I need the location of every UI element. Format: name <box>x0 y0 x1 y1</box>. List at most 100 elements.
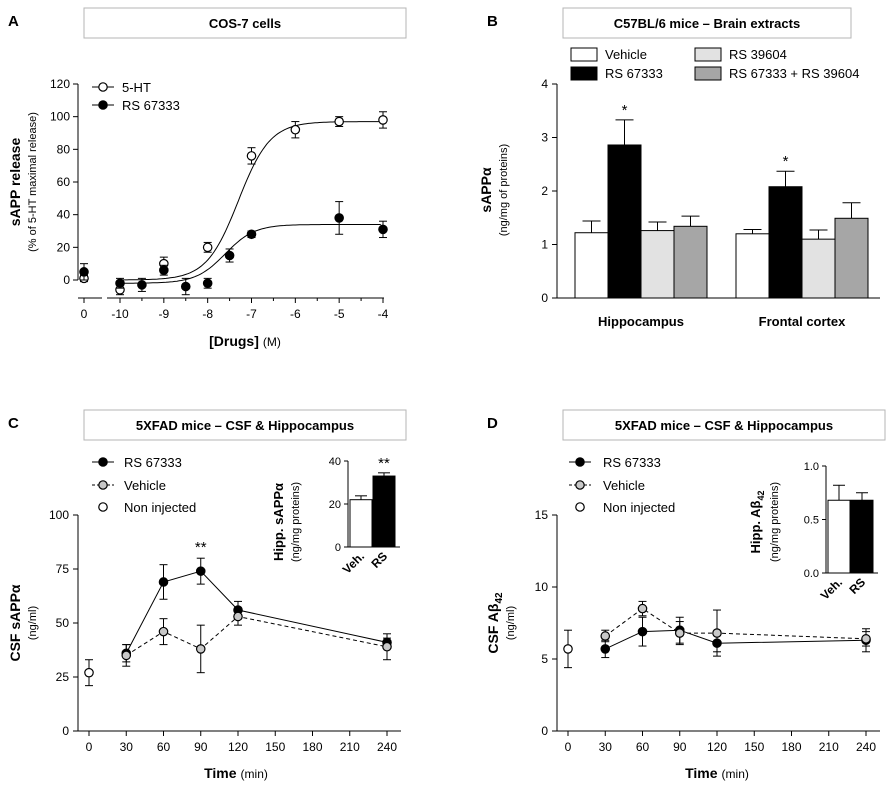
panel-d-ytick-label: 15 <box>535 508 549 522</box>
panel-b-ytick-label: 1 <box>541 238 548 252</box>
panel-d-ylabel-sub: (ng/ml) <box>505 606 517 640</box>
panel-a-point-5ht <box>202 242 213 253</box>
panel-d-point-vehicle <box>674 628 685 638</box>
panel-c-inset-ytick-label: 40 <box>329 456 341 468</box>
panel-a-xtick-label: -7 <box>246 307 257 321</box>
panel-a-title-box <box>83 7 407 39</box>
panel-b-bar <box>673 225 708 299</box>
panel-c-inset-bar <box>372 475 396 548</box>
legend-label-rs67333-c: RS 67333 <box>124 455 182 470</box>
panel-d-point-vehicle <box>712 628 722 638</box>
panel-a-fit-curve-5ht <box>120 121 381 281</box>
panel-letter-d: D <box>487 415 498 432</box>
panel-c-point-vehicle <box>382 641 392 652</box>
panel-a-ylabel: sAPP release <box>7 138 23 227</box>
panel-a: A COS-7 cells 0 20 40 60 80 100 120 0 -10 -9 -8 -7 -… <box>7 7 407 349</box>
panel-c-title: 5XFAD mice – CSF & Hippocampus <box>136 418 354 433</box>
legend-label-rs67333-b: RS 67333 <box>605 66 663 81</box>
panel-d-point-vehicle <box>600 631 611 641</box>
panel-a-point-rs67333 <box>137 280 147 290</box>
panel-a-ytick-label: 80 <box>57 142 71 156</box>
panel-a-point-rs67333 <box>334 213 344 223</box>
panel-c-ytick-label: 25 <box>56 670 70 684</box>
panel-d-xtick-label: 240 <box>856 740 876 754</box>
panel-a-xtick-label: -8 <box>202 307 213 321</box>
panel-b-title: C57BL/6 mice – Brain extracts <box>614 16 800 31</box>
panel-c-ylabel-sub: (ng/ml) <box>27 606 39 640</box>
panel-b-bar <box>801 238 836 299</box>
panel-d-xtick-label: 90 <box>673 740 687 754</box>
panel-c-inset-significance: ** <box>378 455 390 472</box>
panel-d: D 5XFAD mice – CSF & Hippocampus RS 6733… <box>485 409 886 781</box>
panel-b-title-box <box>562 7 852 39</box>
panel-a-xlabel: [Drugs] (M) <box>209 333 281 349</box>
panel-c-legend: RS 67333 Vehicle Non injected <box>92 455 196 515</box>
panel-a-xtick-label: -9 <box>158 307 169 321</box>
panel-b-ytick-label: 4 <box>541 77 548 91</box>
legend-label-5ht: 5-HT <box>122 80 151 95</box>
panel-a-point-rs67333 <box>115 278 125 289</box>
panel-b-legend: Vehicle RS 67333 RS 39604 RS 67333 + RS … <box>570 47 859 81</box>
panel-a-xtick-label: 0 <box>81 307 88 321</box>
legend-marker-rs67333 <box>98 100 108 110</box>
panel-b-bar <box>640 230 675 299</box>
panel-d-legend: RS 67333 Vehicle Non injected <box>569 455 675 515</box>
panel-a-xtick-label: -10 <box>111 307 129 321</box>
legend-label-vehicle-c: Vehicle <box>124 478 166 493</box>
panel-c-ytick-label: 75 <box>56 562 70 576</box>
panel-d-inset-ytick-label: 0.5 <box>804 515 819 527</box>
panel-d-inset-ytick-label: 0.0 <box>804 568 819 580</box>
legend-marker-rs67333-d <box>575 457 585 467</box>
panel-a-point-rs67333 <box>246 229 257 240</box>
panel-b-ytick-label: 0 <box>541 291 548 305</box>
panel-a-point-rs67333 <box>79 267 89 277</box>
panel-a-ytick-label: 20 <box>57 240 71 254</box>
panel-b: B C57BL/6 mice – Brain extracts Vehicle … <box>478 7 880 329</box>
panel-c-point-non-injected <box>84 667 94 678</box>
panel-c-point-vehicle <box>158 626 169 637</box>
panel-c-xtick-label: 180 <box>302 740 322 754</box>
panel-d-xtick-label: 60 <box>636 740 650 754</box>
panel-c-title-box <box>83 409 407 441</box>
panel-a-title: COS-7 cells <box>209 16 281 31</box>
panel-letter-a: A <box>8 13 19 30</box>
legend-marker-noninjected-d <box>575 502 585 512</box>
panel-b-bar <box>834 217 869 299</box>
panel-a-xtick-label: -5 <box>334 307 345 321</box>
panel-c-xtick-label: 150 <box>265 740 285 754</box>
panel-d-inset-ylabel: Hipp. Aβ42 <box>748 491 766 554</box>
legend-marker-rs67333-c <box>98 457 108 467</box>
panel-a-ytick-label: 100 <box>50 110 70 124</box>
panel-a-point-5ht <box>378 115 388 125</box>
panel-d-point-rs-67333 <box>637 626 648 637</box>
legend-swatch-combo <box>694 66 722 81</box>
panel-d-xtick-label: 180 <box>781 740 801 754</box>
legend-label-rs67333-d: RS 67333 <box>603 455 661 470</box>
panel-b-bar <box>607 144 642 299</box>
panel-a-xtick-label: -6 <box>290 307 301 321</box>
panel-letter-c: C <box>8 415 19 432</box>
panel-c-xtick-label: 90 <box>194 740 208 754</box>
panel-d-line-vehicle <box>605 607 867 640</box>
panel-a-point-rs67333 <box>180 281 191 292</box>
panel-a-xtick-label: -4 <box>378 307 389 321</box>
panel-d-xtick-label: 210 <box>819 740 839 754</box>
panel-c-inset-ylabel: Hipp. sAPPα <box>271 483 286 561</box>
panel-b-ytick-label: 2 <box>541 184 548 198</box>
panel-letter-b: B <box>487 13 498 30</box>
panel-a-ytick-label: 0 <box>63 273 70 287</box>
panel-d-point-vehicle <box>861 634 871 644</box>
panel-d-ytick-label: 0 <box>541 724 548 738</box>
panel-d-xtick-label: 30 <box>599 740 613 754</box>
panel-a-point-rs67333 <box>224 250 235 261</box>
panel-b-significance: * <box>622 102 628 119</box>
panel-c-ytick-label: 0 <box>62 724 69 738</box>
panel-c-point-rs-67333 <box>158 577 169 587</box>
legend-swatch-vehicle <box>570 47 598 62</box>
legend-label-rs67333: RS 67333 <box>122 98 180 113</box>
legend-label-noninjected-d: Non injected <box>603 500 675 515</box>
panel-d-ytick-label: 10 <box>535 580 549 594</box>
panel-a-point-5ht <box>334 116 344 127</box>
legend-label-vehicle-d: Vehicle <box>603 478 645 493</box>
panel-a-ytick-label: 60 <box>57 175 71 189</box>
